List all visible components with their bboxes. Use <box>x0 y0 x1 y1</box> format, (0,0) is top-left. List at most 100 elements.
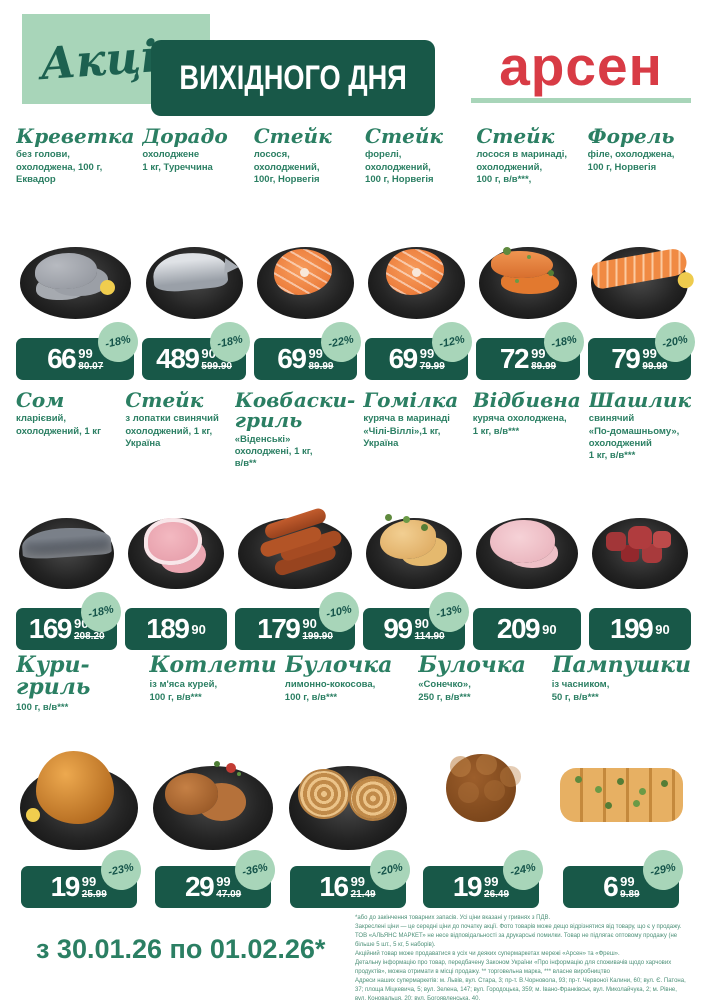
weekend-banner: ВИХІДНОГО ДНЯ <box>151 40 435 116</box>
product-row-meat: Сом кларієвий, охолоджений, 1 кг 169 90 … <box>0 390 707 654</box>
product-card: Булочка лимонно-кокосова, 100 г, в/в*** … <box>281 654 414 912</box>
sonechko-bun-photo <box>418 734 543 856</box>
marinated-salmon-photo <box>476 220 579 324</box>
old-price: 599.90 <box>201 360 232 372</box>
product-card: Гомілка куряча в маринаді «Чілі-Віллі»,1… <box>359 390 473 654</box>
product-details: лимонно-кокосова, 100 г, в/в*** <box>284 679 376 703</box>
dorado-photo <box>142 220 245 324</box>
trout-steak-photo <box>365 220 468 324</box>
price-main: 6 <box>603 871 619 902</box>
old-price: 89.99 <box>531 360 557 372</box>
product-card: Сом кларієвий, охолоджений, 1 кг 169 90 … <box>12 390 126 654</box>
product-title: Стейк <box>253 126 332 148</box>
product-card: Стейк лосося, охолоджений, 100г, Норвегі… <box>250 126 365 390</box>
price-cents: 99 <box>484 873 499 889</box>
lemon-coconut-bun-photo <box>285 734 410 856</box>
cutlets-graphic <box>164 762 237 815</box>
price-tag: 69 99 79.99 -12% <box>365 318 477 384</box>
old-price: 114.90 <box>414 630 445 642</box>
product-details: лосося, охолоджений, 100г, Норвегія <box>253 149 320 186</box>
chicken-chop-graphic <box>489 520 555 564</box>
product-row-seafood: Креветка без голови, охолоджена, 100 г, … <box>0 126 707 390</box>
product-details: з лопатки свинячий охолоджений, 1 кг, Ук… <box>125 413 219 450</box>
product-details: «Віденські» охолоджені, 1 кг, в/в** <box>234 433 313 470</box>
price-cents: 99 <box>419 345 435 361</box>
product-card: Шашлик свинячий «По-домашньому», охолодж… <box>585 390 695 654</box>
product-title: Кури-гриль <box>16 654 91 701</box>
product-row-bakery: Кури-гриль 100 г, в/в*** 19 99 25.99 -23… <box>0 654 707 912</box>
old-price: 99.99 <box>642 360 668 372</box>
product-card: Дорадо охолоджене 1 кг, Туреччина 489 90… <box>138 126 254 390</box>
marinated-salmon-graphic <box>490 247 553 279</box>
price-tag: 79 99 99.99 -20% <box>587 318 699 384</box>
product-title: Стейк <box>476 126 555 148</box>
price-cents: 90 <box>414 615 430 631</box>
product-title: Креветка <box>16 126 135 148</box>
garlic-rolls-graphic <box>560 768 683 822</box>
product-card: Креветка без голови, охолоджена, 100 г, … <box>12 126 143 390</box>
product-details: філе, охолоджена, 100 г, Норвегія <box>587 149 675 173</box>
catfish-photo <box>16 491 117 594</box>
product-card: Форель філе, охолоджена, 100 г, Норвегія… <box>584 126 699 390</box>
logo-underline <box>471 97 691 103</box>
price-main: 179 <box>257 613 301 645</box>
price-cents: 90 <box>191 621 206 637</box>
product-details: форелі, охолоджений, 100 г, Норвегія <box>365 149 434 186</box>
price-tag: 169 90 208.20 -18% <box>16 588 126 654</box>
old-price: 80.07 <box>78 360 104 372</box>
cutlets-photo <box>149 734 276 856</box>
price-main: 189 <box>146 613 190 645</box>
price-tag: 19 99 26.49 -24% <box>422 846 547 912</box>
product-details: із м'яса курей, 100 г, в/в*** <box>149 679 218 703</box>
price-cents: 99 <box>81 873 97 889</box>
price-cents: 99 <box>308 345 323 361</box>
price-tag: 66 99 80.07 -18% <box>16 318 143 384</box>
product-details: кларієвий, охолоджений, 1 кг <box>16 413 102 437</box>
product-card: Відбивна куряча охолоджена, 1 кг, в/в***… <box>469 390 585 654</box>
product-details: лосося в маринаді, охолоджений, 100 г, в… <box>476 149 568 186</box>
old-price: 9.89 <box>620 888 640 900</box>
swirl-bun-graphic <box>299 770 395 820</box>
pork-steak-photo <box>125 491 226 594</box>
product-details: «Сонечко», 250 г, в/в*** <box>418 679 471 703</box>
salmon-steak-photo <box>254 220 357 324</box>
old-price: 89.99 <box>308 360 334 372</box>
price-cents: 99 <box>531 345 546 361</box>
chicken-chop-photo <box>473 491 581 594</box>
price-main: 69 <box>388 343 419 374</box>
price-cents: 99 <box>642 345 657 361</box>
old-price: 47.09 <box>216 888 242 900</box>
old-price: 79.99 <box>419 360 445 372</box>
price-main: 199 <box>610 613 654 645</box>
price-tag: 16 99 21.49 -20% <box>289 846 414 912</box>
trout-fillet-photo <box>588 220 691 324</box>
grilled-chicken-graphic <box>26 751 114 825</box>
salmon-steak-graphic <box>274 249 333 295</box>
product-details: куряча охолоджена, 1 кг, в/в*** <box>472 413 567 437</box>
price-cents: 99 <box>350 873 366 889</box>
trout-steak-graphic <box>385 249 444 295</box>
product-title: Дорадо <box>142 126 228 148</box>
price-main: 16 <box>319 871 349 902</box>
old-price: 26.49 <box>484 888 510 900</box>
product-title: Шашлик <box>588 390 691 412</box>
round-loaf-graphic <box>445 753 517 822</box>
pampushky-photo <box>552 734 691 856</box>
price-main: 169 <box>28 613 73 645</box>
old-price: 21.49 <box>350 888 376 900</box>
promo-date-range: з 30.01.26 по 01.02.26* <box>36 934 326 964</box>
product-card: Булочка «Сонечко», 250 г, в/в*** 19 99 2… <box>414 654 547 912</box>
pork-steak-graphic <box>143 518 203 566</box>
price-tag: 19 99 25.99 -23% <box>20 846 145 912</box>
price-tag: 209 90 <box>472 608 581 654</box>
product-details: без голови, охолоджена, 100 г, Еквадор <box>16 149 103 186</box>
drumstick-graphic <box>379 514 437 560</box>
price-tag: 189 90 <box>125 608 227 654</box>
product-title: Булочка <box>418 654 526 678</box>
product-card: Котлети із м'яса курей, 100 г, в/в*** 29… <box>145 654 280 912</box>
product-title: Пампушки <box>551 654 691 678</box>
old-price: 208.20 <box>73 630 105 642</box>
price-tag: 6 99 9.89 -29% <box>563 846 688 912</box>
flyer-header: Акція ВИХІДНОГО ДНЯ арсен <box>0 0 707 126</box>
